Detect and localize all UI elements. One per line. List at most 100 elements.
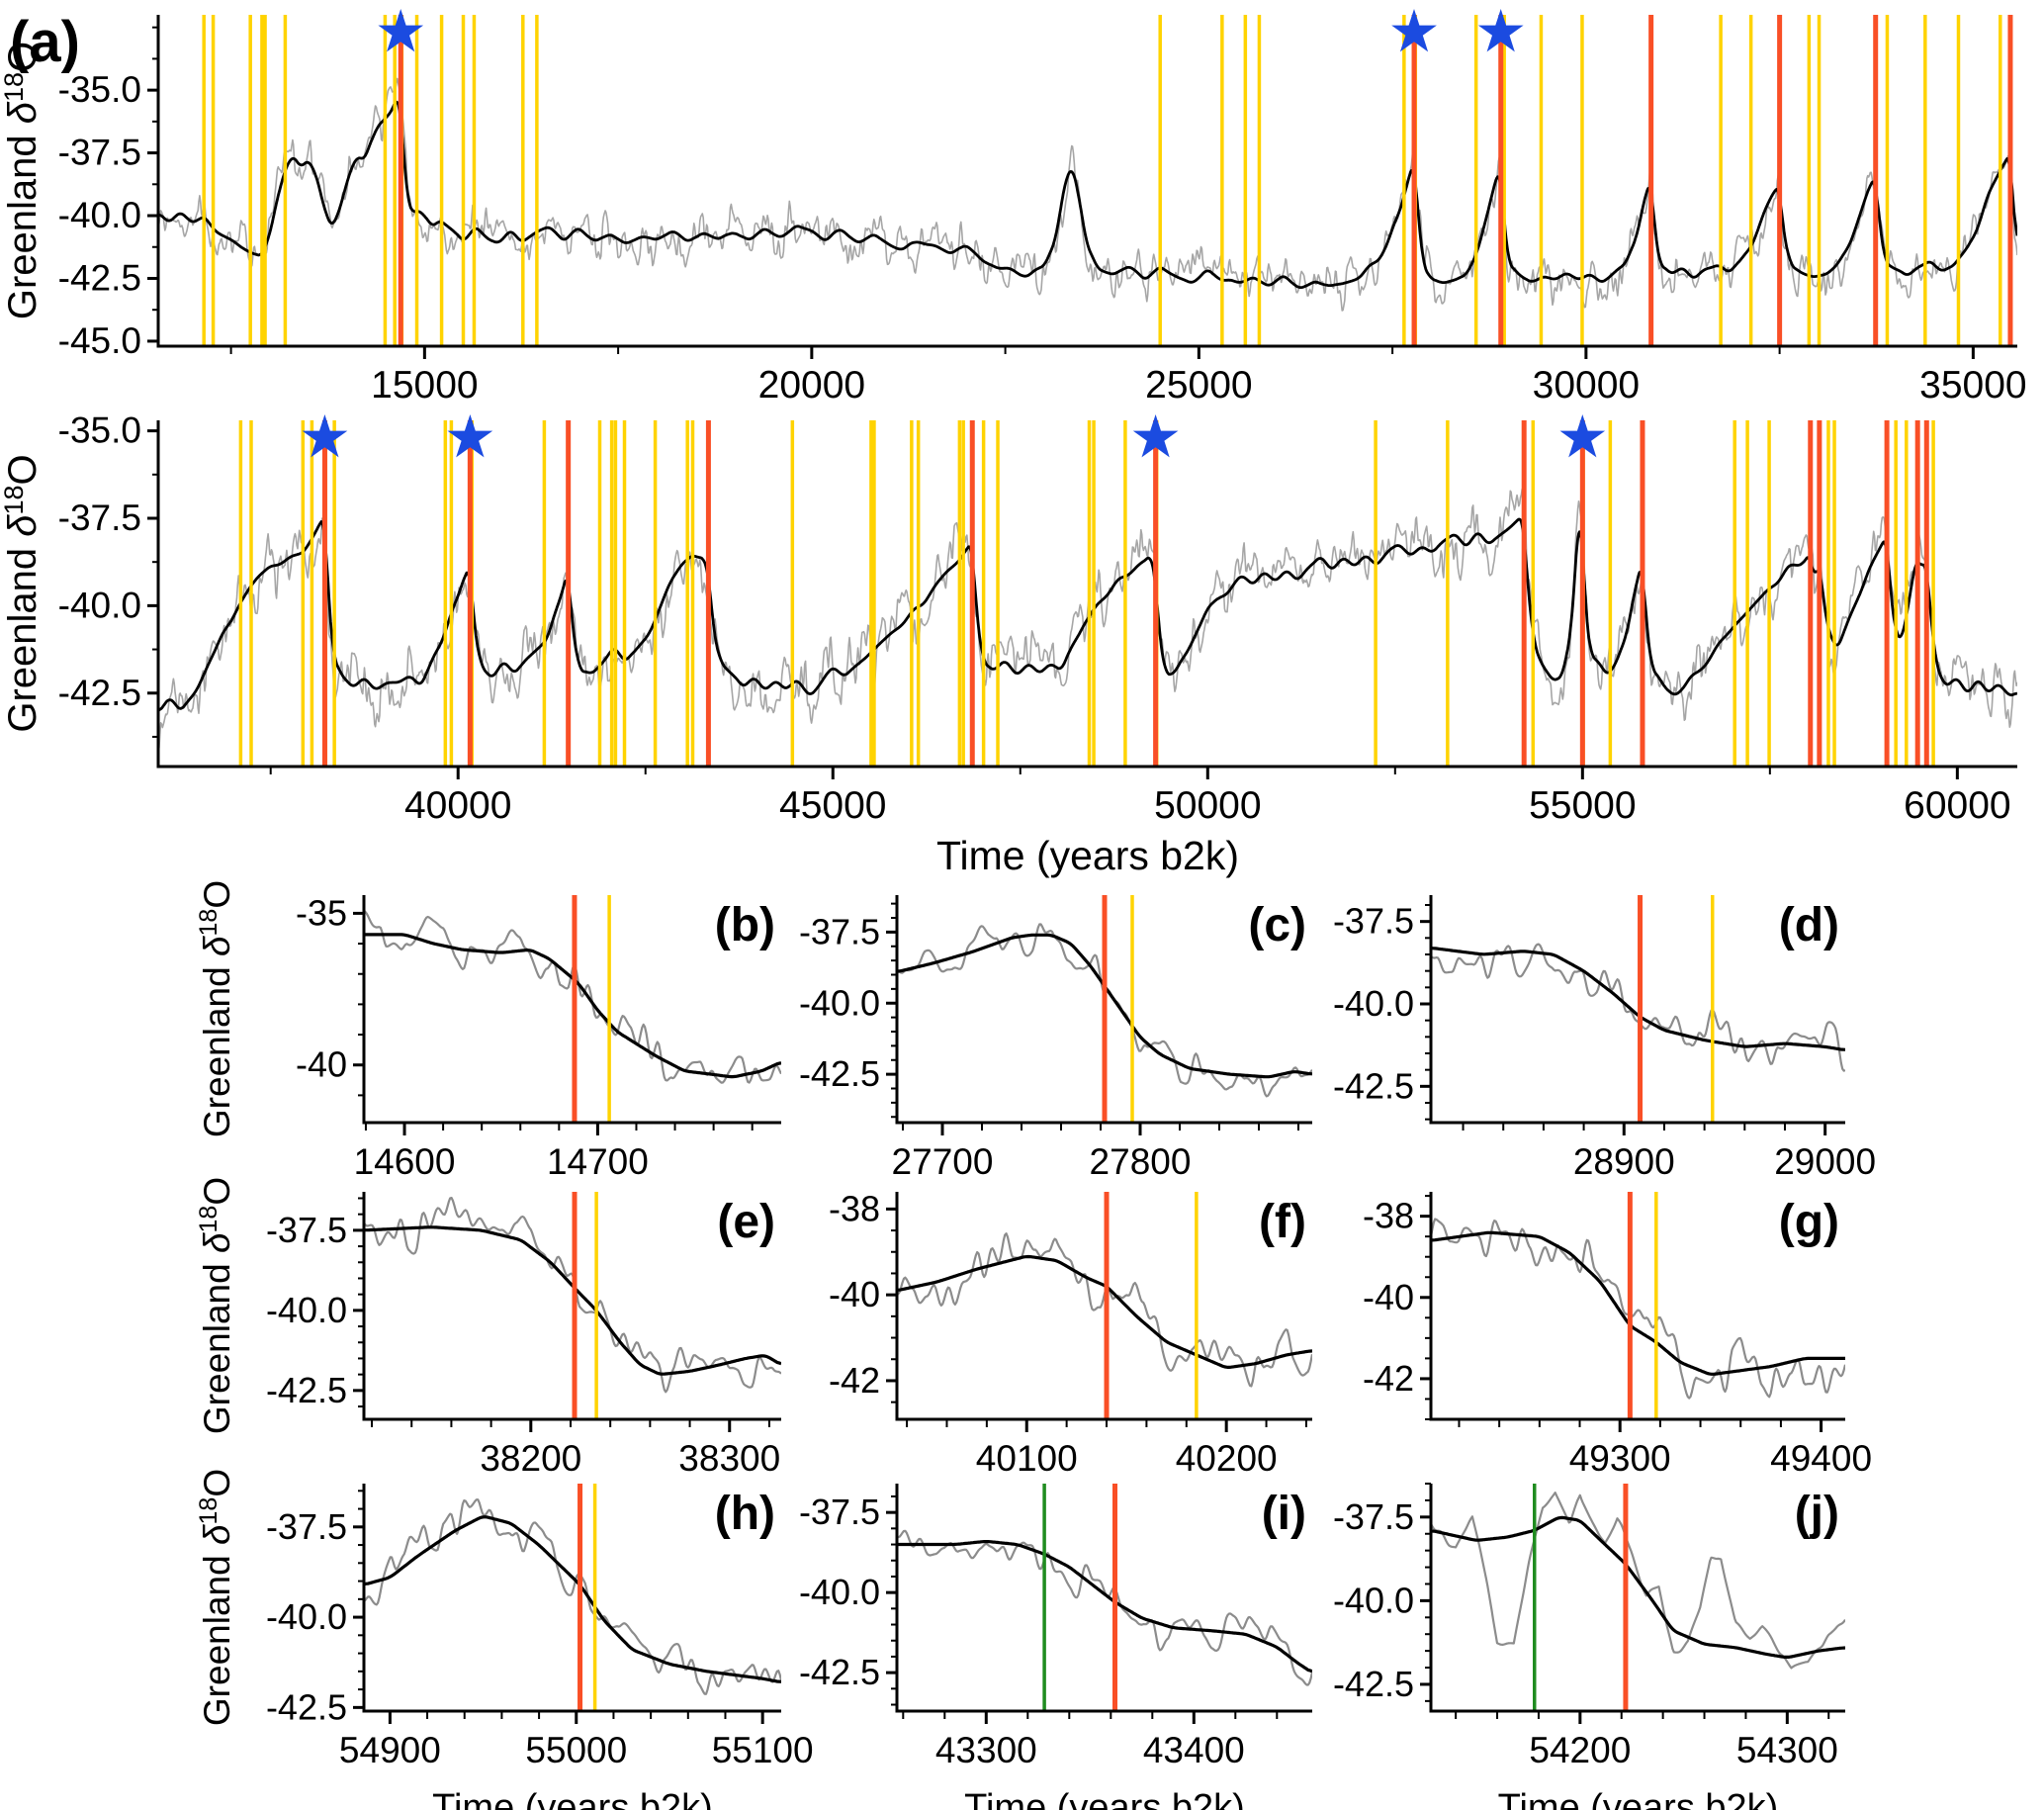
panel-label: (d) (1779, 899, 1839, 951)
y-tick-label: -35 (296, 892, 347, 933)
star-icon (1477, 9, 1524, 52)
x-tick-label: 27800 (1090, 1141, 1192, 1182)
y-tick-label: -37.5 (58, 133, 141, 173)
x-tick-label: 30000 (1533, 364, 1640, 407)
y-tick-label: -42.5 (58, 257, 141, 298)
x-tick-label: 38200 (480, 1438, 581, 1479)
y-tick-label: -37.5 (266, 1506, 347, 1547)
axes: -37.5 -40.0 -42.5 54200 54300 (1333, 1483, 1845, 1770)
axes: -37.5 -40.0 -42.5 27700 27800 (799, 895, 1312, 1182)
star-icon (1559, 414, 1606, 458)
y-axis-title: Greenland δ18O (195, 1469, 237, 1726)
series-black (364, 1515, 781, 1683)
x-tick-label: 54200 (1529, 1730, 1631, 1770)
panel-b: -35 -40 14600 14700 (b) Greenland δ18O (195, 880, 781, 1182)
star-icon (302, 414, 348, 458)
x-tick-label: 45000 (779, 784, 886, 827)
series-black (1431, 1515, 1845, 1660)
axes: -35.0 -37.5 -40.0 -42.5 40000 45000 50000 55000… (58, 410, 2017, 827)
panel-label: (h) (715, 1488, 775, 1540)
y-tick-label: -40.0 (58, 585, 141, 625)
x-tick-label: 38300 (678, 1438, 780, 1479)
y-tick-label: -37.5 (1333, 1496, 1414, 1537)
panel-i: -37.5 -40.0 -42.5 43300 43400 (i) Time (years … (799, 1484, 1312, 1810)
x-tick-label: 55000 (1529, 784, 1636, 827)
x-axis-title: Time (years b2k) (936, 833, 1239, 878)
star-icon (378, 9, 424, 52)
axes: -35 -40 14600 14700 (296, 892, 781, 1182)
y-tick-label: -35.0 (58, 69, 141, 110)
x-tick-label: 43400 (1143, 1730, 1245, 1770)
y-tick-label: -35.0 (58, 410, 141, 451)
x-tick-label: 54300 (1736, 1730, 1838, 1770)
panel-g: -38 -40 -42 49300 49400 (g) (1363, 1192, 1872, 1479)
event-markers (202, 15, 2013, 346)
event-markers (578, 1484, 597, 1711)
star-icon (1132, 414, 1179, 458)
x-tick-label: 29000 (1774, 1141, 1876, 1182)
y-tick-label: -42.5 (1333, 1065, 1414, 1106)
y-tick-label: -42.5 (266, 1686, 347, 1727)
series-black (897, 1539, 1312, 1674)
panel-label: (f) (1259, 1196, 1306, 1248)
x-tick-label: 35000 (1919, 364, 2026, 407)
event-markers (1627, 1192, 1658, 1419)
event-markers (1104, 1192, 1199, 1419)
event-markers (1042, 1484, 1117, 1711)
x-tick-label: 14600 (354, 1141, 456, 1182)
star-icon (447, 414, 493, 458)
y-tick-label: -38 (1363, 1196, 1414, 1236)
series-group (158, 77, 2017, 312)
panel-d: -37.5 -40.0 -42.5 28900 29000 (d) (1333, 895, 1876, 1182)
series-group (1431, 1491, 1845, 1670)
y-tick-label: -40.0 (1333, 983, 1414, 1024)
panel-j: -37.5 -40.0 -42.5 54200 54300 (j) Time (years … (1333, 1483, 1845, 1810)
panel-label: (c) (1248, 899, 1306, 951)
panel-f: -38 -40 -42 40100 40200 (f) (829, 1188, 1312, 1479)
y-tick-label: -40.0 (266, 1290, 347, 1330)
event-markers (572, 1192, 598, 1419)
panel-a2: -35.0 -37.5 -40.0 -42.5 40000 45000 50000 55000… (0, 410, 2017, 878)
y-tick-label: -40.0 (1333, 1580, 1414, 1620)
x-tick-label: 40000 (404, 784, 511, 827)
x-axis-title: Time (years b2k) (964, 1787, 1245, 1810)
series-gray (364, 1498, 781, 1695)
axes: -37.5 -40.0 -42.5 43300 43400 (799, 1484, 1312, 1770)
series-gray (897, 1529, 1312, 1686)
y-tick-label: -37.5 (1333, 901, 1414, 942)
x-axis-title: Time (years b2k) (1498, 1787, 1779, 1810)
axes: -35.0 -37.5 -40.0 -42.5 -45.0 15000 20000 25000… (58, 15, 2027, 407)
x-tick-label: 43300 (935, 1730, 1037, 1770)
series-gray (1431, 1491, 1845, 1670)
x-tick-label: 54900 (339, 1730, 441, 1770)
panel-label: (b) (715, 899, 775, 951)
y-tick-label: -42.5 (799, 1053, 880, 1094)
series-group (1431, 1218, 1845, 1400)
x-tick-label: 49300 (1569, 1438, 1671, 1479)
y-tick-label: -40.0 (799, 982, 880, 1023)
y-tick-label: -45.0 (58, 320, 141, 361)
y-tick-label: -37.5 (58, 498, 141, 538)
x-tick-label: 25000 (1145, 364, 1252, 407)
x-tick-label: 60000 (1904, 784, 2010, 827)
axes: -37.5 -40.0 -42.5 38200 38300 (266, 1192, 781, 1479)
y-axis-title: Greenland δ18O (195, 880, 237, 1137)
axes: -37.5 -40.0 -42.5 28900 29000 (1333, 895, 1876, 1182)
axes: -38 -40 -42 40100 40200 (829, 1188, 1312, 1479)
series-group (364, 1498, 781, 1695)
y-axis-title: Greenland δ18O (0, 42, 44, 319)
y-tick-label: -40 (1363, 1277, 1414, 1317)
y-tick-label: -40.0 (799, 1572, 880, 1612)
series-gray (158, 77, 2017, 312)
series-black (1431, 1230, 1845, 1376)
x-tick-label: 15000 (371, 364, 478, 407)
y-tick-label: -37.5 (799, 1492, 880, 1532)
panel-label: (a) (10, 10, 80, 74)
x-tick-label: 27700 (892, 1141, 994, 1182)
x-tick-label: 50000 (1154, 784, 1261, 827)
y-tick-label: -42 (1363, 1358, 1414, 1399)
event-markers (1638, 895, 1715, 1123)
